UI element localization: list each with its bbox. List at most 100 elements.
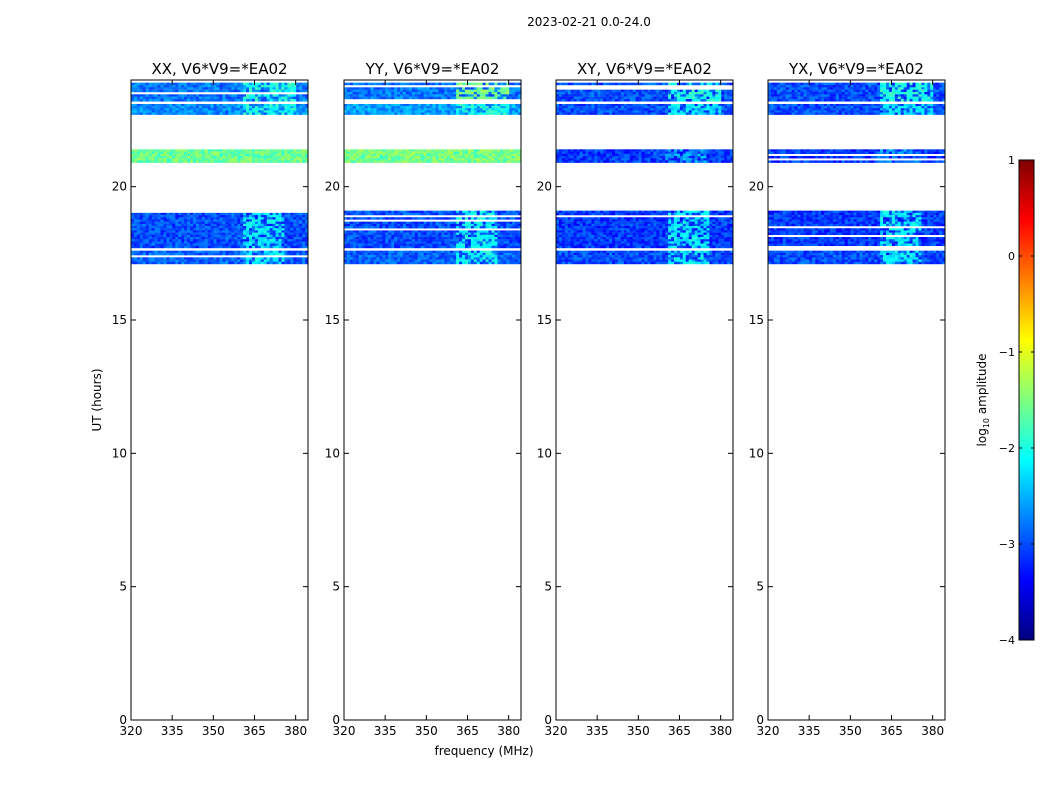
heatmap-cell (166, 217, 170, 220)
heatmap-cell (151, 250, 155, 254)
heatmap-cell (506, 153, 510, 157)
heatmap-cell (349, 259, 354, 262)
heatmap-cell (626, 96, 631, 100)
heatmap-cell (494, 158, 498, 161)
heatmap-cell (403, 226, 407, 229)
heatmap-cell (213, 259, 217, 262)
heatmap-cell (254, 223, 259, 227)
heatmap-cell (467, 239, 472, 242)
heatmap-cell (154, 232, 158, 236)
heatmap-cell (305, 110, 308, 113)
heatmap-cell (166, 153, 170, 157)
heatmap-cell (142, 217, 147, 220)
heatmap-cell (462, 250, 466, 254)
heatmap-cell (154, 243, 158, 247)
heatmap-cell (391, 241, 395, 244)
heatmap-cell (246, 259, 250, 262)
heatmap-cell (243, 223, 247, 227)
heatmap-cell (249, 156, 253, 159)
heatmap-cell (503, 87, 507, 90)
heatmap-cell (290, 241, 294, 244)
heatmap-cell (506, 259, 510, 262)
heatmap-cell (151, 85, 155, 88)
heatmap-cell (473, 151, 478, 154)
heatmap-cell (482, 104, 486, 107)
heatmap-cell (388, 230, 392, 233)
heatmap-cell (302, 212, 306, 216)
heatmap-cell (408, 160, 413, 163)
heatmap-cell (435, 259, 439, 262)
heatmap-cell (272, 112, 276, 115)
heatmap-cell (518, 104, 521, 107)
heatmap-cell (518, 160, 521, 163)
heatmap-cell (133, 234, 138, 238)
heatmap-cell (278, 108, 282, 111)
heatmap-cell (243, 156, 247, 159)
heatmap-cell (231, 85, 235, 88)
heatmap-cell (349, 212, 354, 216)
heatmap-cell (497, 257, 501, 260)
heatmap-cell (195, 217, 200, 220)
heatmap-cell (293, 112, 297, 115)
heatmap-cell (246, 243, 250, 247)
heatmap-cell (163, 234, 167, 238)
heatmap-cell (263, 219, 268, 222)
heatmap-cell (403, 261, 407, 265)
heatmap-cell (411, 108, 416, 111)
heatmap-cell (473, 96, 478, 100)
heatmap-cell (281, 99, 285, 102)
heatmap-cell (503, 110, 507, 113)
heatmap-cell (219, 239, 223, 242)
heatmap-cell (420, 257, 425, 260)
heatmap-cell (257, 151, 262, 154)
heatmap-cell (682, 92, 687, 95)
heatmap-cell (414, 223, 419, 227)
heatmap-cell (249, 228, 253, 231)
heatmap-cell (187, 226, 191, 229)
heatmap-cell (391, 226, 395, 229)
heatmap-cell (287, 223, 291, 227)
heatmap-cell (564, 96, 569, 100)
heatmap-cell (192, 241, 197, 244)
heatmap-cell (201, 223, 206, 227)
heatmap-cell (228, 237, 232, 240)
heatmap-cell (243, 112, 247, 115)
heatmap-cell (509, 261, 513, 265)
heatmap-cell (408, 92, 413, 95)
heatmap-cell (688, 94, 693, 97)
heatmap-cell (131, 212, 135, 216)
heatmap-cell (629, 89, 634, 93)
heatmap-cell (219, 151, 223, 154)
heatmap-cell (447, 94, 451, 97)
heatmap-cell (169, 230, 173, 233)
heatmap-cell (373, 245, 377, 249)
heatmap-cell (163, 156, 167, 159)
heatmap-cell (278, 153, 282, 157)
heatmap-cell (462, 252, 466, 256)
heatmap-cell (497, 158, 501, 161)
heatmap-cell (344, 221, 348, 225)
heatmap-cell (488, 237, 492, 240)
heatmap-cell (305, 106, 308, 109)
heatmap-cell (266, 158, 271, 161)
heatmap-cell (709, 99, 713, 102)
heatmap-cell (142, 243, 147, 247)
heatmap-cell (355, 94, 360, 97)
heatmap-cell (509, 89, 513, 93)
heatmap-cell (668, 96, 672, 100)
heatmap-cell (444, 151, 448, 154)
heatmap-cell (482, 212, 486, 216)
heatmap-cell (509, 94, 513, 97)
heatmap-cell (391, 112, 395, 115)
heatmap-cell (355, 210, 360, 214)
heatmap-cell (216, 232, 220, 236)
heatmap-cell (349, 153, 354, 157)
heatmap-cell (417, 250, 422, 254)
heatmap-cell (456, 241, 460, 244)
heatmap-cell (494, 226, 498, 229)
heatmap-cell (556, 94, 560, 97)
heatmap-cell (169, 234, 173, 238)
heatmap-cell (178, 108, 182, 111)
heatmap-cell (573, 92, 578, 95)
heatmap-cell (414, 243, 419, 247)
